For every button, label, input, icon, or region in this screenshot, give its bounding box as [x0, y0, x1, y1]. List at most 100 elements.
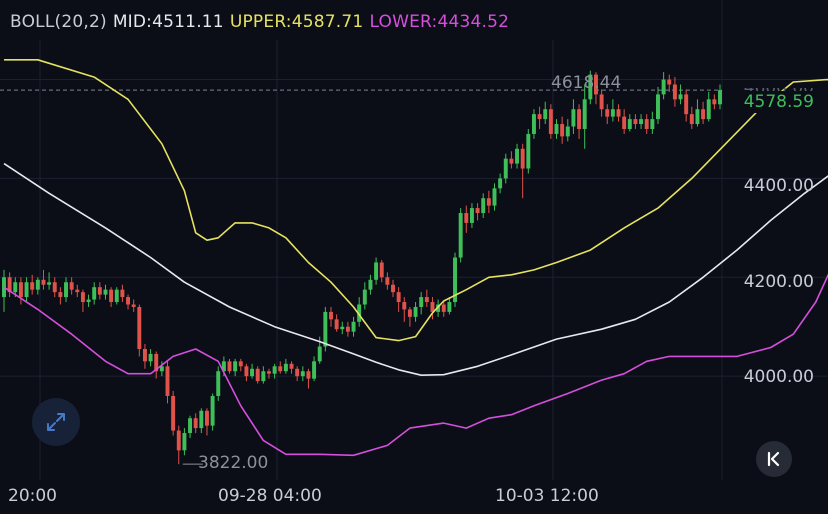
candle-body: [329, 311, 333, 320]
candle-body: [599, 94, 604, 110]
candle-body: [469, 208, 474, 223]
candle-body: [103, 289, 108, 295]
candle-body: [30, 282, 35, 290]
candle-body: [188, 418, 193, 434]
candle-body: [131, 304, 136, 307]
candle-body: [430, 302, 435, 312]
bollinger-legend: BOLL(20,2) MID:4511.11 UPPER:4587.71 LOWER:…: [10, 12, 515, 32]
candle-body: [362, 289, 367, 305]
candle-body: [498, 178, 503, 189]
candle-body: [114, 289, 119, 303]
candle-body: [644, 119, 649, 129]
candle-body: [2, 277, 6, 298]
candle-body: [481, 198, 486, 214]
indicator-label: BOLL(20,2): [10, 12, 107, 32]
candle-body: [317, 346, 322, 362]
candle-body: [712, 99, 717, 105]
candle-body: [75, 289, 80, 293]
candle-body: [47, 282, 52, 285]
candle-body: [250, 368, 255, 377]
candle-body: [622, 116, 627, 129]
candle-body: [402, 302, 407, 310]
candle-body: [86, 299, 91, 303]
candle-body: [357, 304, 362, 322]
candle-body: [706, 99, 711, 120]
candle-body: [548, 109, 553, 134]
lower-band-line: [3, 273, 828, 457]
candle-body: [520, 148, 525, 169]
candle-body: [441, 304, 446, 312]
candle-body: [351, 321, 356, 332]
candle-body: [272, 366, 277, 374]
candle-body: [718, 90, 722, 105]
candle-body: [486, 198, 491, 206]
expand-chart-button[interactable]: [32, 398, 80, 446]
candle-body: [695, 109, 700, 125]
candle-body: [18, 282, 23, 298]
candle-body: [616, 109, 621, 117]
candle-body: [233, 361, 238, 372]
candle-body: [283, 363, 288, 372]
candle-body: [413, 306, 418, 317]
candle-body: [176, 430, 181, 451]
candle-body: [374, 262, 379, 280]
collapse-panel-button[interactable]: [756, 441, 792, 477]
candle-body: [278, 366, 283, 372]
candle-body: [340, 326, 345, 330]
candle-body: [199, 410, 204, 429]
candle-body: [526, 133, 531, 169]
candle-body: [407, 309, 412, 317]
price-tick-4400: 4400.00: [743, 176, 814, 196]
candle-body: [216, 371, 221, 396]
candle-body: [639, 119, 644, 125]
low-annotation: 3822.00: [198, 453, 269, 473]
candle-body: [605, 109, 610, 117]
candle-body: [221, 361, 226, 372]
candle-body: [41, 279, 46, 285]
candle-body: [227, 361, 232, 372]
candle-body: [667, 79, 672, 85]
candle-body: [582, 99, 587, 129]
time-tick-3: 10-03 12:00: [495, 486, 599, 506]
price-tick-4200: 4200.00: [743, 272, 814, 292]
candle-body: [633, 119, 638, 125]
candle-body: [92, 287, 97, 300]
candle-body: [165, 366, 170, 396]
candle-body: [182, 433, 187, 451]
candle-body: [684, 94, 689, 115]
candle-body: [458, 213, 463, 258]
mid-value: 4511.11: [152, 12, 224, 32]
expand-arrows-icon: [47, 413, 65, 431]
candle-body: [436, 304, 441, 312]
candle-body: [345, 326, 350, 332]
chevron-left-bar-icon: [767, 451, 780, 467]
candle-body: [323, 311, 328, 347]
last-price-label: 4578.59: [739, 91, 818, 113]
candle-body: [64, 282, 68, 298]
candle-body: [24, 282, 29, 298]
candle-body: [7, 277, 12, 293]
candle-body: [159, 366, 164, 372]
price-axis: 4600.00 4400.00 4200.00 4000.00: [723, 0, 828, 480]
upper-band-line: [4, 59, 828, 342]
candle-body: [656, 94, 660, 120]
candle-body: [306, 371, 311, 379]
upper-value: 4587.71: [291, 12, 364, 32]
candle-body: [109, 289, 114, 303]
candle-body: [391, 284, 395, 293]
candle-body: [289, 363, 294, 369]
candle-body: [503, 158, 508, 179]
candle-body: [300, 371, 305, 377]
candle-body: [543, 109, 548, 120]
candle-body: [368, 279, 373, 290]
candle-body: [588, 74, 593, 100]
mid-label: MID:: [112, 12, 153, 32]
candle-body: [396, 292, 401, 303]
candle-body: [593, 74, 598, 95]
candle-body: [492, 188, 497, 206]
candle-body: [35, 279, 40, 290]
candle-body: [334, 319, 339, 330]
candle-body: [424, 297, 429, 303]
candle-body: [210, 395, 215, 426]
